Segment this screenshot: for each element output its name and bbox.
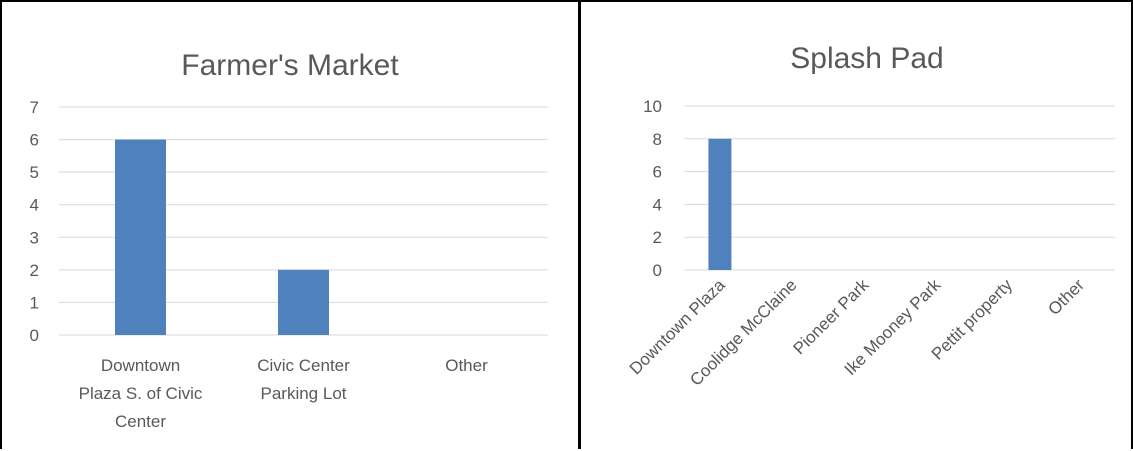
y-tick-label: 2 [30,261,39,280]
x-category-label: Civic Center [257,356,350,375]
farmers-market-chart-title: Farmer's Market [181,49,399,82]
y-tick-label: 8 [653,130,662,149]
farmers-market-chart: Farmer's Market 0 1 2 3 4 5 6 7 Downtown Plaza S.… [30,49,548,431]
y-tick-label: 10 [643,97,662,116]
splash-pad-chart-panel: Splash Pad 0 2 4 6 8 10 Downtown Plaza Coolidge… [579,0,1133,449]
farmers-market-chart-panel: Farmer's Market 0 1 2 3 4 5 6 7 Downtown Plaza S.… [0,0,579,449]
y-tick-label: 6 [653,163,662,182]
x-category-label: Other [445,356,488,375]
y-tick-label: 4 [30,196,39,215]
bar [115,139,166,335]
bar [278,269,329,335]
y-tick-label: 7 [30,98,39,117]
x-category-label: Center [115,412,166,431]
y-tick-label: 6 [30,131,39,150]
x-category-label: Downtown [101,356,180,375]
bar [708,138,732,270]
y-tick-label: 1 [30,293,39,312]
y-tick-label: 3 [30,228,39,247]
y-tick-label: 0 [30,326,39,345]
y-tick-label: 5 [30,163,39,182]
splash-pad-chart-title: Splash Pad [790,42,943,75]
x-category-label: Parking Lot [261,384,347,403]
y-tick-label: 0 [653,261,662,280]
y-tick-label: 4 [653,195,662,214]
x-category-label: Other [1044,275,1088,319]
x-category-label: Plaza S. of Civic [79,384,203,403]
y-tick-label: 2 [653,228,662,247]
